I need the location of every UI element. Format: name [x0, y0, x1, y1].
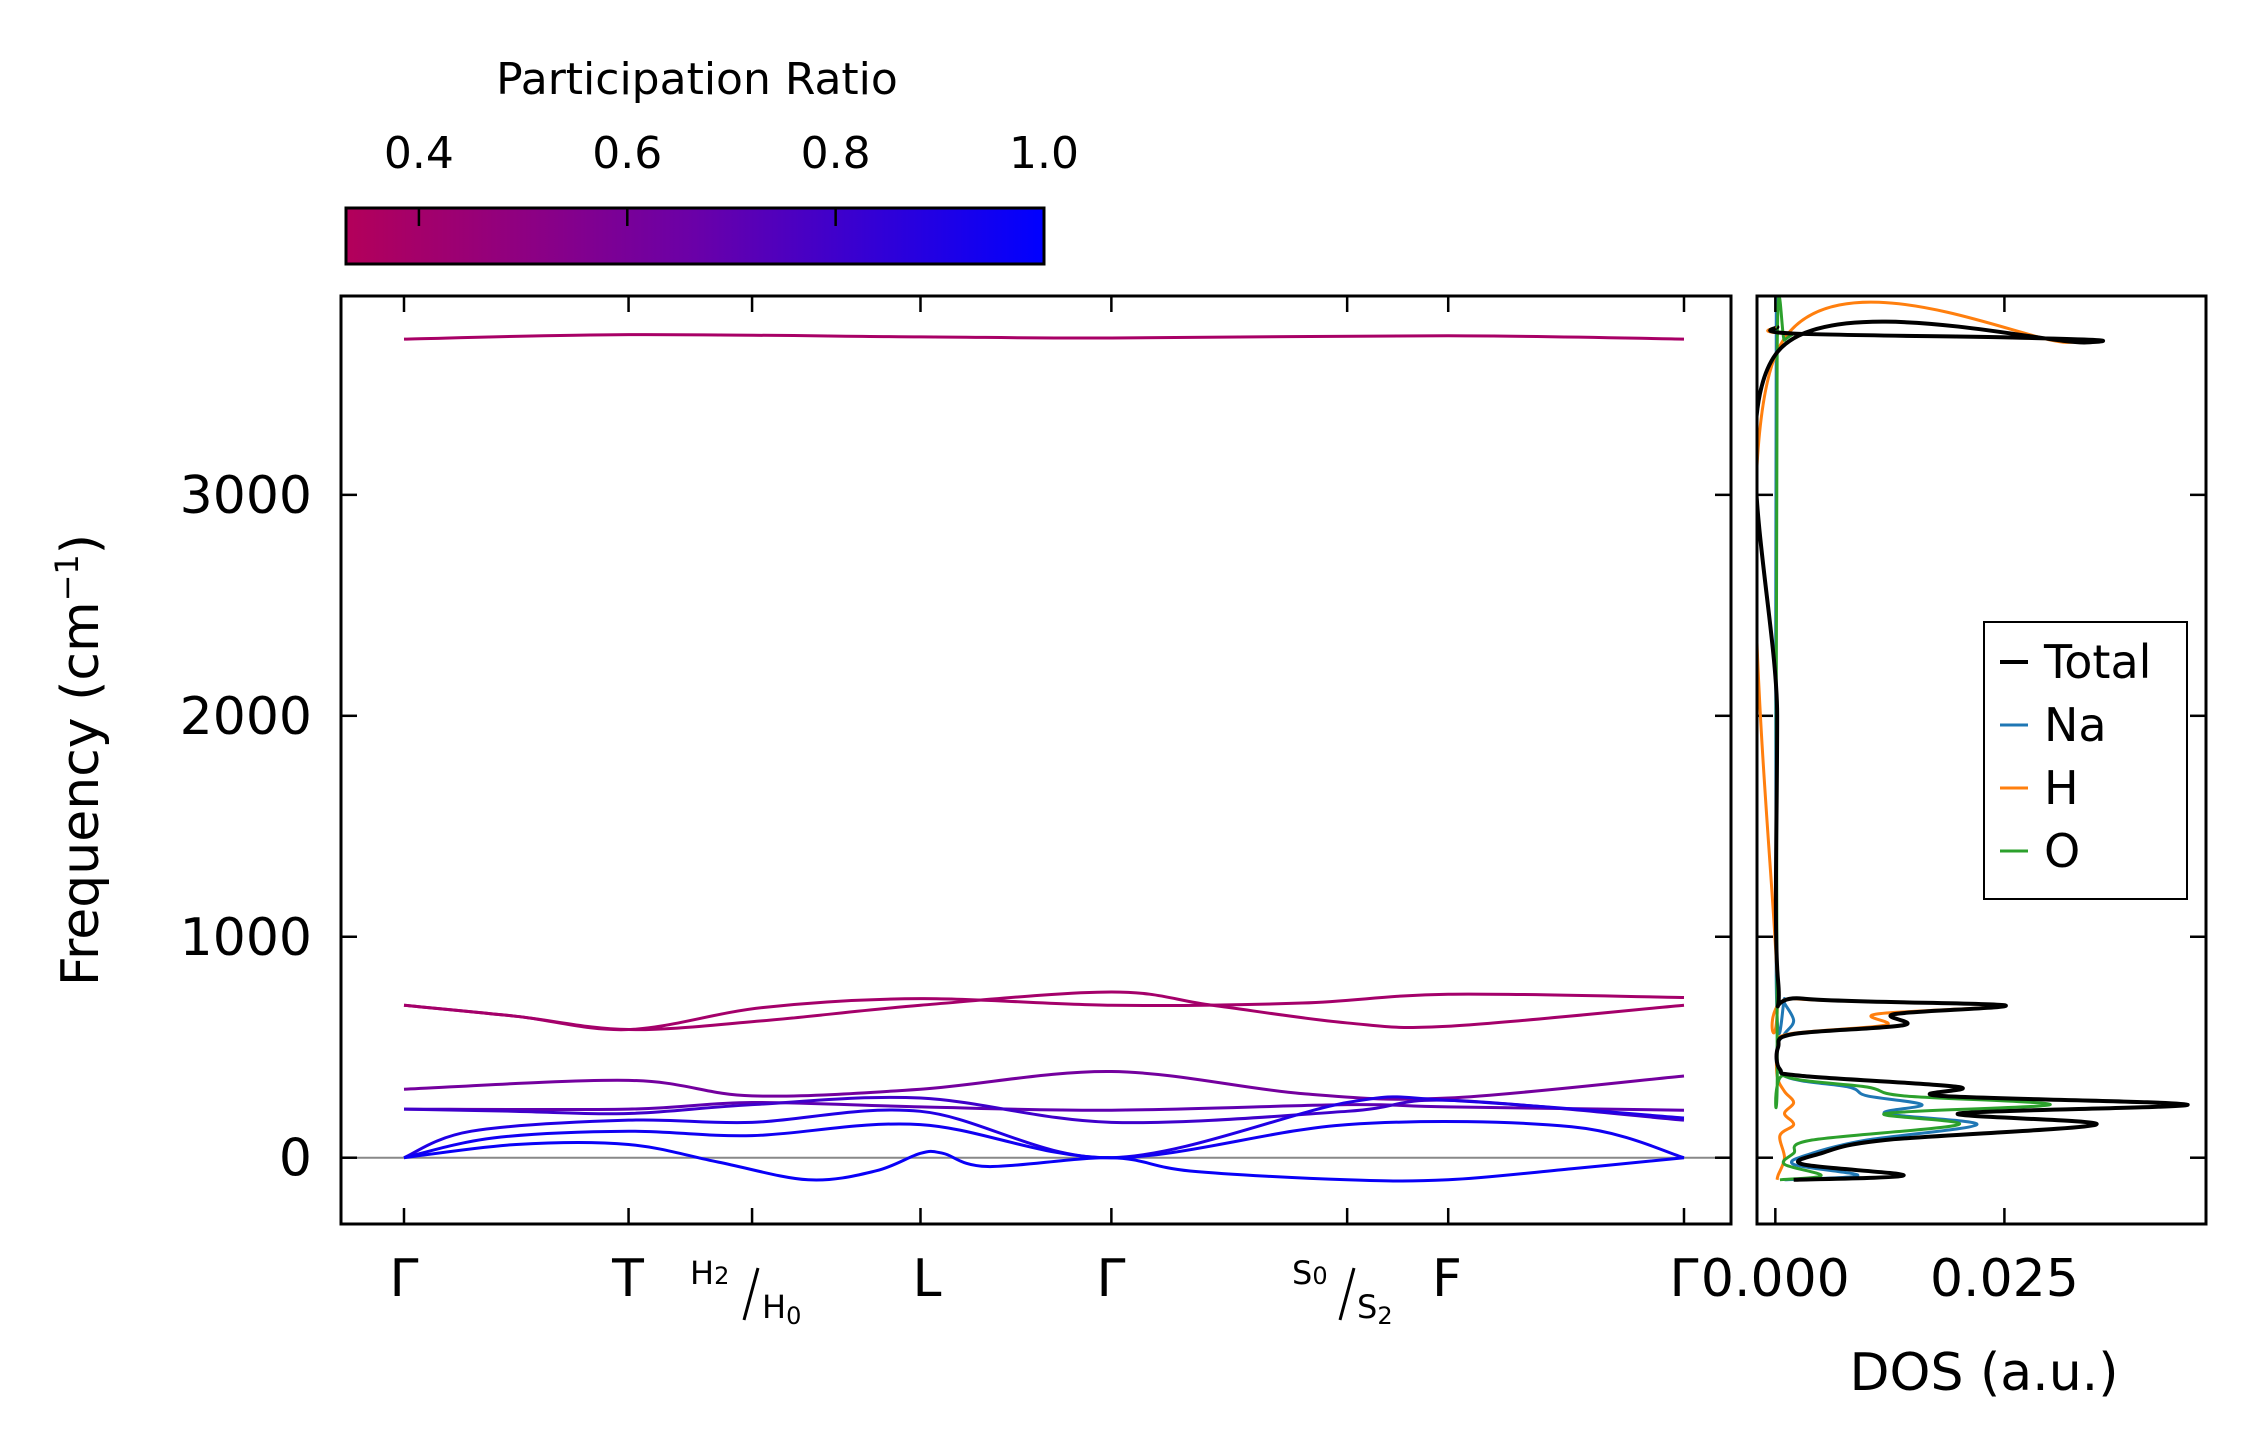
dos-x-tick-label: 0.000	[1701, 1249, 1850, 1309]
dos-curves	[1757, 296, 2190, 1182]
svg-text:S0: S0	[1292, 1254, 1328, 1292]
path-labels: Γ T H2 H0 L Γ S0 S2 F Γ	[390, 1249, 1699, 1330]
path-label-F: F	[1432, 1249, 1462, 1309]
band-optic-1	[403, 1070, 1685, 1101]
svg-text:H2: H2	[690, 1254, 729, 1292]
y-axis-label: Frequency (cm−1)	[48, 534, 111, 986]
band-OH-stretch	[403, 333, 1685, 341]
path-label-gamma-mid: Γ	[1097, 1249, 1126, 1309]
y-tick-label: 1000	[180, 908, 312, 968]
legend: Total Na HO	[1983, 621, 2188, 900]
colorbar-tick-label: 0.8	[801, 128, 871, 179]
dos-series-total	[1757, 319, 2190, 1182]
legend-label-na: Na	[2044, 698, 2107, 752]
dos-series-na	[1774, 296, 1979, 1182]
dos-x-axis-label: DOS (a.u.)	[1850, 1343, 2119, 1403]
legend-label-total: Total	[2043, 635, 2151, 689]
band-acoustic-2	[403, 1120, 1685, 1160]
band-acoustic-3	[403, 1141, 1685, 1183]
y-tick-label: 3000	[180, 466, 312, 526]
dos-x-tick-label: 0.025	[1930, 1249, 2079, 1309]
path-label-T: T	[611, 1249, 644, 1309]
path-label-L: L	[913, 1249, 942, 1309]
colorbar-tick-label: 0.4	[384, 128, 454, 179]
path-label-gamma-start: Γ	[390, 1249, 419, 1309]
legend-label-o: O	[2044, 824, 2080, 878]
dispersion-frame	[339, 294, 1733, 1226]
path-label-gamma-end: Γ	[1670, 1249, 1699, 1309]
dos-axes: 0.000 0.025 DOS (a.u.) Total Na HO	[1701, 294, 2208, 1403]
band-optic-2	[403, 1100, 1685, 1112]
colorbar-tick-label: 1.0	[1009, 128, 1079, 179]
colorbar-title: Participation Ratio	[496, 54, 898, 105]
phonon-bands	[403, 333, 1685, 1183]
y-tick-label: 2000	[180, 687, 312, 747]
legend-box	[1983, 621, 2188, 900]
path-label-H2-H0: H2 H0	[690, 1254, 801, 1330]
colorbar: Participation Ratio 0.4 0.6 0.8 1.0	[344, 54, 1079, 266]
path-label-S0-S2: S0 S2	[1292, 1254, 1393, 1330]
svg-text:H0: H0	[762, 1288, 801, 1330]
colorbar-gradient	[344, 206, 1046, 266]
colorbar-tick-label: 0.6	[592, 128, 662, 179]
band-acoustic-1	[403, 1095, 1685, 1160]
legend-label-h: H	[2044, 761, 2079, 815]
dos-frame	[1755, 294, 2208, 1226]
y-tick-label: 0	[279, 1129, 312, 1189]
dos-series-o	[1774, 296, 2052, 1182]
svg-text:S2: S2	[1357, 1288, 1393, 1330]
band-libration-2	[403, 990, 1685, 1032]
